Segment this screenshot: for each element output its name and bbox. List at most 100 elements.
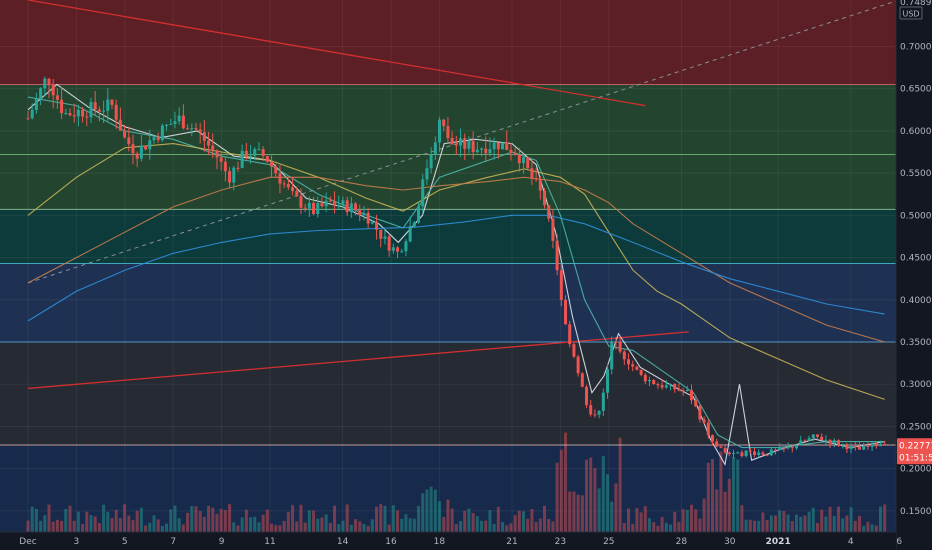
candle-body [752, 451, 756, 455]
volume-bar [400, 518, 404, 532]
candle-body [55, 95, 59, 100]
volume-bar [152, 515, 156, 532]
candle-body [148, 140, 152, 150]
moving-average-line [27, 96, 885, 449]
candle-body [660, 385, 664, 388]
currency-label: USD [903, 10, 920, 19]
volume-bar [463, 510, 467, 532]
volume-bar [622, 523, 626, 532]
candle-body [223, 161, 227, 172]
volume-bar [820, 509, 824, 532]
candle-body [459, 138, 463, 146]
volume-bar [492, 523, 496, 532]
candle-body [72, 115, 76, 117]
volume-bar [106, 511, 110, 532]
candle-body [836, 440, 840, 445]
candle-body [866, 445, 870, 447]
candle-body [883, 444, 887, 446]
volume-bar [685, 509, 689, 532]
candle-body [60, 99, 64, 114]
volume-bar [396, 510, 400, 532]
volume-bar [711, 459, 715, 532]
volume-bar [690, 504, 694, 532]
volume-bar [513, 515, 517, 532]
candle-body [711, 435, 715, 442]
volume-bar [454, 524, 458, 532]
candle-body [118, 119, 122, 131]
candle-body [736, 452, 740, 454]
volume-bar [782, 511, 786, 532]
candle-body [501, 142, 505, 150]
candle-body [341, 200, 345, 206]
candle-body [698, 406, 702, 420]
volume-bar [26, 520, 30, 532]
candle-body [240, 150, 244, 168]
volume-bar [286, 512, 290, 532]
candle-body [454, 144, 458, 146]
candle-body [824, 439, 828, 441]
volume-bar [328, 522, 332, 532]
volume-bar [593, 468, 597, 532]
candle-body [177, 115, 181, 122]
candle-body [627, 359, 631, 365]
volume-bar [55, 519, 59, 532]
candle-body [412, 222, 416, 227]
volume-bar [673, 511, 677, 532]
volume-bar [429, 486, 433, 532]
candle-body [34, 98, 38, 110]
volume-bar [307, 510, 311, 532]
candle-body [849, 445, 853, 449]
volume-bar [181, 524, 185, 532]
volume-bar [173, 505, 177, 532]
x-tick-label: 21 [506, 537, 517, 547]
candle-body [249, 155, 253, 157]
volume-bar [597, 488, 601, 532]
volume-bar [748, 519, 752, 532]
volume-bar [585, 459, 589, 532]
candle-body [110, 99, 114, 105]
candle-body [39, 88, 43, 99]
candle-body [89, 102, 93, 118]
candle-body [375, 221, 379, 230]
volume-bar [706, 462, 710, 532]
volume-bar [110, 518, 114, 532]
volume-bar [76, 511, 80, 532]
candle-body [790, 446, 794, 449]
candle-body [572, 344, 576, 357]
candle-body [114, 104, 118, 120]
candle-body [387, 236, 391, 251]
volume-bar [669, 524, 673, 532]
candle-body [773, 449, 777, 451]
volume-bar [261, 514, 265, 532]
volume-bar [526, 518, 530, 532]
volume-bar [857, 515, 861, 532]
volume-bar [333, 505, 337, 532]
volume-bar [438, 501, 442, 532]
volume-bar [131, 520, 135, 532]
x-tick-label: 16 [385, 537, 397, 547]
volume-bar [34, 508, 38, 532]
candle-body [30, 109, 34, 119]
candle-body [576, 356, 580, 374]
volume-bar [576, 494, 580, 532]
volume-bar [732, 457, 736, 532]
volume-bar [715, 489, 719, 532]
volume-bar [198, 511, 202, 532]
volume-bar [349, 524, 353, 532]
volume-bar [727, 478, 731, 532]
candle-body [68, 112, 72, 116]
candle-body [408, 226, 412, 242]
candle-body [719, 446, 723, 448]
volume-bar [68, 505, 72, 532]
volume-bar [257, 522, 261, 532]
moving-average-line [27, 214, 885, 322]
volume-bar [643, 506, 647, 532]
candle-body [244, 150, 248, 157]
candle-body [333, 201, 337, 206]
volume-bar [836, 506, 840, 532]
x-tick-label: 30 [724, 537, 736, 547]
candle-body [64, 112, 68, 114]
candle-body [832, 440, 836, 444]
